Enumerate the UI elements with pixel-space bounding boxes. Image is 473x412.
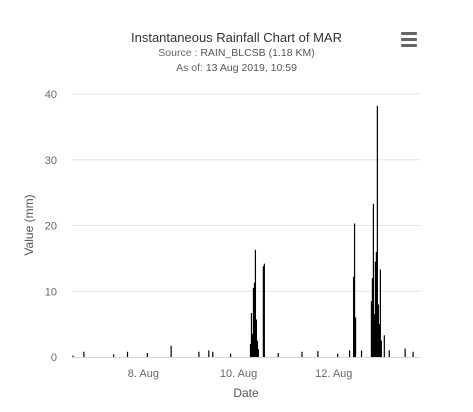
rainfall-bar[interactable] xyxy=(337,353,339,357)
rainfall-bar[interactable] xyxy=(317,351,319,357)
rainfall-bar[interactable] xyxy=(113,354,115,357)
y-tick-label: 40 xyxy=(45,89,57,101)
rainfall-bar[interactable] xyxy=(198,351,200,357)
rainfall-bar[interactable] xyxy=(370,301,373,357)
rainfall-bar[interactable] xyxy=(257,349,259,357)
source-value: RAIN_BLCSB (1.18 KM) xyxy=(200,47,315,59)
rainfall-bar[interactable] xyxy=(352,276,355,357)
rainfall-bar[interactable] xyxy=(277,353,279,357)
rainfall-bar[interactable] xyxy=(252,287,255,357)
rainfall-bar[interactable] xyxy=(353,223,356,357)
chart-title: Instantaneous Rainfall Chart of MAR xyxy=(131,30,342,45)
asof-label: As of: xyxy=(176,62,206,74)
rainfall-bar[interactable] xyxy=(376,105,378,357)
rainfall-bar[interactable] xyxy=(253,282,256,357)
rainfall-bar[interactable] xyxy=(230,353,232,357)
rainfall-bar[interactable] xyxy=(263,263,265,357)
asof-value: 13 Aug 2019, 10:59 xyxy=(205,62,297,74)
rainfall-bar[interactable] xyxy=(388,350,390,357)
y-tick-labels: 0 10 20 30 40 xyxy=(45,89,57,364)
source-label: Source : xyxy=(158,47,201,59)
rainfall-bar[interactable] xyxy=(383,335,385,357)
x-tick-label: 10. Aug xyxy=(220,368,257,380)
rainfall-bar[interactable] xyxy=(349,350,351,357)
rainfall-bar[interactable] xyxy=(146,353,148,357)
rainfall-bar[interactable] xyxy=(256,340,259,357)
rainfall-bar[interactable] xyxy=(251,333,254,357)
rainfall-bar[interactable] xyxy=(255,319,258,357)
y-tick-label: 30 xyxy=(45,155,57,167)
rainfall-bar[interactable] xyxy=(254,249,257,357)
rainfall-bar[interactable] xyxy=(375,251,377,357)
rainfall-bar[interactable] xyxy=(374,261,376,357)
y-tick-label: 0 xyxy=(51,352,57,364)
rainfall-bar[interactable] xyxy=(360,350,363,357)
grid-lines xyxy=(72,93,421,292)
hamburger-menu-icon[interactable] xyxy=(399,31,419,47)
rainfall-bar[interactable] xyxy=(301,351,303,357)
rainfall-bar[interactable] xyxy=(354,317,357,357)
x-tick-label: 8. Aug xyxy=(128,368,159,380)
rainfall-bar[interactable] xyxy=(208,350,210,357)
rainfall-bar[interactable] xyxy=(72,355,74,357)
rainfall-bar[interactable] xyxy=(371,278,374,357)
rainfall-bar[interactable] xyxy=(249,343,252,357)
rainfall-bar[interactable] xyxy=(373,314,375,357)
x-axis-title: Date xyxy=(233,386,259,400)
rainfall-bar[interactable] xyxy=(377,304,379,357)
x-tick-labels: 8. Aug 10. Aug 12. Aug xyxy=(128,368,353,380)
rainfall-bar[interactable] xyxy=(378,324,380,358)
rainfall-bar[interactable] xyxy=(379,269,381,357)
rainfall-bar[interactable] xyxy=(250,312,253,357)
y-tick-label: 20 xyxy=(45,221,57,233)
rainfall-bar[interactable] xyxy=(380,340,382,357)
data-bars xyxy=(72,105,414,358)
rainfall-bar[interactable] xyxy=(83,351,85,357)
y-tick-label: 10 xyxy=(45,286,57,298)
rainfall-bar[interactable] xyxy=(170,345,172,357)
rainfall-bar[interactable] xyxy=(404,348,406,357)
source-line: Source : RAIN_BLCSB (1.18 KM) xyxy=(0,47,473,59)
y-axis-title: Value (mm) xyxy=(22,194,36,255)
rainfall-bar[interactable] xyxy=(262,266,264,357)
rainfall-bar[interactable] xyxy=(126,351,129,357)
x-tick-label: 12. Aug xyxy=(315,368,352,380)
rainfall-bar[interactable] xyxy=(372,203,375,357)
rainfall-bar[interactable] xyxy=(212,351,214,357)
rainfall-bar[interactable] xyxy=(412,351,414,357)
asof-line: As of: 13 Aug 2019, 10:59 xyxy=(0,62,473,74)
